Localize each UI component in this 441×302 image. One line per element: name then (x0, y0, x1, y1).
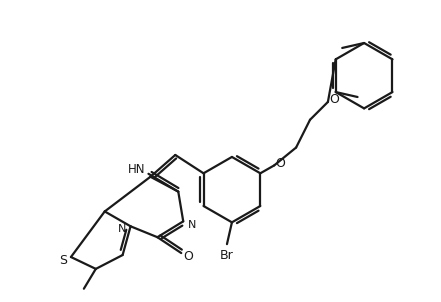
Text: Br: Br (220, 249, 234, 262)
Text: HN: HN (128, 163, 145, 176)
Text: O: O (275, 157, 285, 170)
Text: O: O (183, 249, 193, 262)
Text: N: N (117, 224, 126, 234)
Text: O: O (329, 94, 339, 107)
Text: S: S (59, 255, 67, 268)
Text: N: N (188, 220, 196, 230)
